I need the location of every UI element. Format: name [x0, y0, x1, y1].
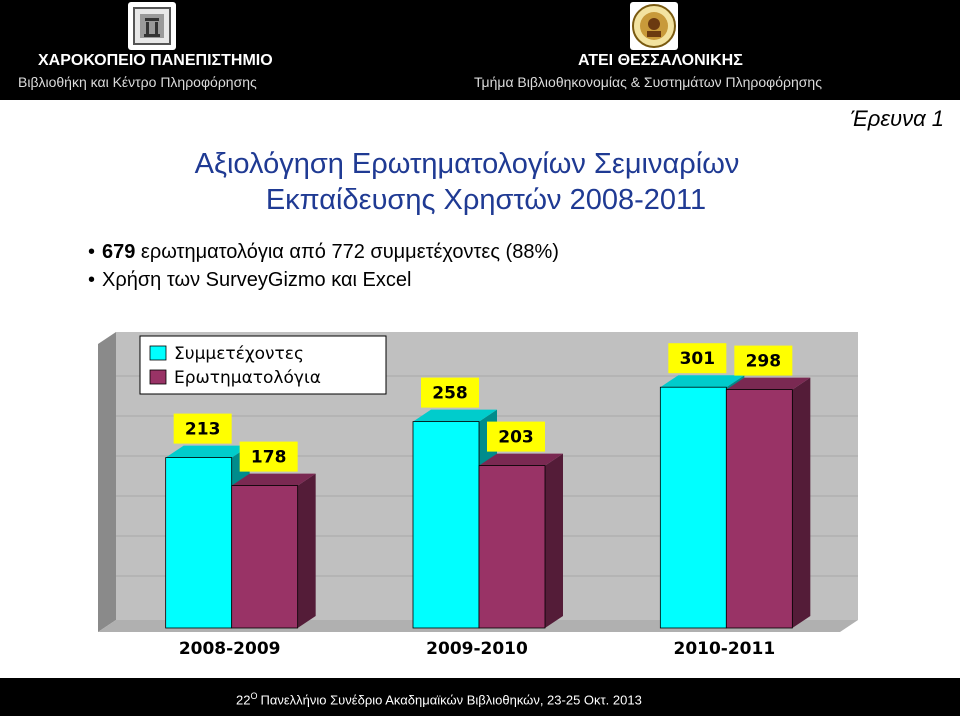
data-label: 301 — [680, 349, 716, 369]
slide-title-line2: Εκπαίδευσης Χρηστών 2008-2011 — [265, 184, 707, 216]
legend-swatch — [149, 369, 167, 385]
bullet-list: • 679 ερωτηματολόγια από 772 συμμετέχοντε… — [88, 238, 559, 294]
bar-top-2-3 — [726, 377, 811, 390]
bar-1-2 — [412, 421, 480, 629]
data-label: 298 — [746, 352, 782, 372]
data-label: 178 — [251, 448, 287, 468]
bar-top-2-1 — [231, 473, 316, 486]
bar-top-2-2 — [479, 453, 563, 466]
data-label-box — [173, 413, 232, 444]
bar-2-1 — [231, 485, 299, 629]
header-bar: ΧΑΡΟΚΟΠΕΙΟ ΠΑΝΕΠΙΣΤΗΜΙΟ Βιβλιοθήκη και Κ… — [0, 0, 960, 100]
bar-1-1 — [165, 457, 233, 629]
footer-text: Πανελλήνιο Συνέδριο Ακαδημαϊκών Βιβλιοθη… — [260, 692, 642, 708]
bar-2-2 — [478, 465, 546, 629]
bar-1-3 — [659, 386, 727, 629]
footer-text-container: 22Ο Πανελλήνιο Συνέδριο Ακαδημαϊκών Βιβλι… — [236, 691, 642, 707]
slide-label: Έρευνα 1 — [850, 106, 944, 131]
bullet-bold: 679 — [102, 241, 136, 263]
bar-chart-svg: 213 178 2008-2009 258 203 2009-2010 301 298 2010… — [68, 332, 860, 666]
data-label-box — [239, 441, 298, 472]
left-institution-subtitle: Βιβλιοθήκη και Κέντρο Πληροφόρησης — [18, 74, 257, 90]
left-institution-title: ΧΑΡΟΚΟΠΕΙΟ ΠΑΝΕΠΙΣΤΗΜΙΟ — [38, 52, 273, 69]
atei-thessaloniki-logo-icon — [630, 2, 678, 50]
bar-2-3 — [725, 389, 793, 629]
data-label-box — [668, 343, 727, 374]
bullet-text: ερωτηματολόγια από 772 συμμετέχοντες (88… — [135, 241, 559, 263]
bar-side-2-2 — [545, 453, 563, 628]
legend-label: Ερωτηματολόγια — [174, 368, 321, 388]
bar-top-1-2 — [413, 409, 497, 422]
data-label: 213 — [185, 420, 221, 440]
bullet-item: • 679 ερωτηματολόγια από 772 συμμετέχοντε… — [88, 238, 559, 266]
bar-top-1-1 — [165, 445, 250, 458]
right-institution-subtitle: Τμήμα Βιβλιοθηκονομίας & Συστημάτων Πληρ… — [474, 74, 822, 90]
legend-swatch — [149, 345, 167, 361]
data-label-box — [734, 345, 793, 376]
data-label: 258 — [432, 384, 468, 404]
footer-superscript: Ο — [250, 691, 258, 701]
plot-side-wall — [98, 332, 116, 632]
footer-bar: 22Ο Πανελλήνιο Συνέδριο Ακαδημαϊκών Βιβλι… — [0, 678, 960, 716]
legend-box — [139, 335, 387, 395]
bar-side-2-1 — [297, 473, 316, 628]
harokopio-university-logo-icon — [128, 2, 176, 50]
slide-title-line1: Αξιολόγηση Ερωτηματολογίων Σεμιναρίων — [194, 148, 740, 180]
bullet-item: • Χρήση των SurveyGizmo και Excel — [88, 266, 559, 294]
x-tick-label: 2010-2011 — [673, 639, 775, 659]
data-label: 203 — [498, 428, 534, 448]
footer-ordinal: 22 — [236, 692, 251, 708]
bar-top-1-3 — [660, 375, 745, 388]
bullet-dot-icon: • — [88, 269, 96, 291]
x-tick-label: 2008-2009 — [179, 639, 281, 659]
bullet-text: Χρήση των SurveyGizmo και Excel — [102, 269, 412, 291]
legend-label: Συμμετέχοντες — [174, 344, 304, 364]
bullet-dot-icon: • — [88, 241, 96, 263]
slide-title: Αξιολόγηση Ερωτηματολογίων Σεμιναρίων Εκ… — [0, 146, 960, 218]
x-tick-label: 2009-2010 — [426, 639, 528, 659]
data-label-box — [421, 377, 479, 408]
bar-chart: 213 178 2008-2009 258 203 2009-2010 301 298 2010… — [68, 332, 860, 666]
data-label-box — [487, 421, 545, 452]
right-institution-title: ΑΤΕΙ ΘΕΣΣΑΛΟΝΙΚΗΣ — [578, 52, 743, 69]
bar-side-2-3 — [792, 377, 811, 628]
